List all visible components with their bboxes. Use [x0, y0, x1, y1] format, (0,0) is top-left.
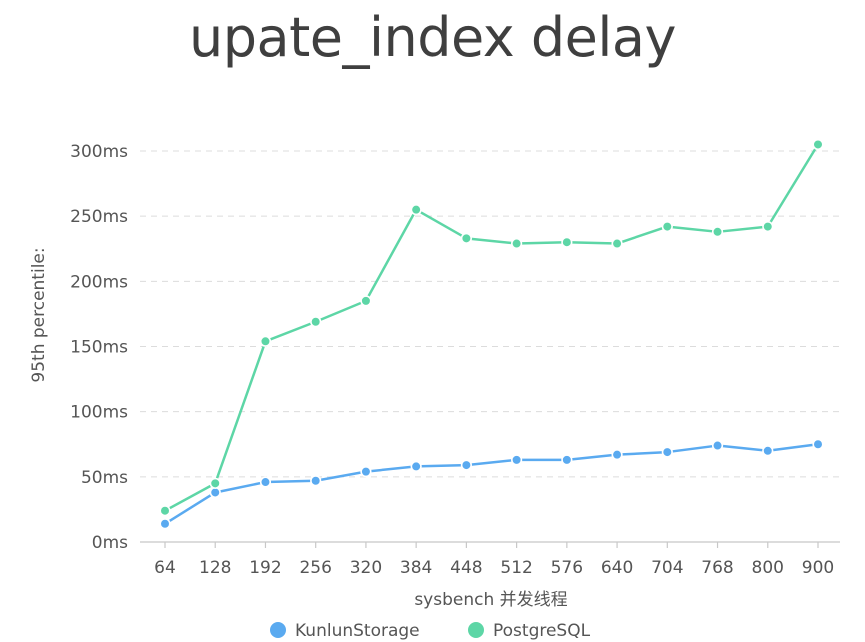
- legend-label: PostgreSQL: [493, 621, 591, 641]
- data-point: [762, 220, 774, 233]
- x-tick-label: 800: [752, 558, 784, 578]
- data-point: [711, 226, 724, 238]
- data-point: [310, 316, 322, 328]
- data-point: [360, 466, 372, 478]
- series-postgresql: [159, 138, 824, 517]
- x-axis-title: sysbench 并发线程: [414, 590, 567, 610]
- series-kunlunstorage: [159, 438, 824, 530]
- data-point: [661, 220, 673, 233]
- data-point: [259, 476, 272, 488]
- y-axis-title: 95th percentile:: [29, 247, 49, 382]
- data-point: [259, 335, 272, 347]
- x-tick-label: 128: [199, 558, 231, 578]
- data-point: [511, 237, 523, 250]
- data-point: [611, 237, 623, 250]
- x-tick-label: 192: [249, 558, 281, 578]
- chart-title: upate_index delay: [189, 6, 676, 69]
- data-point: [561, 236, 573, 248]
- axis-layer: 0ms 50ms 100ms 150ms 200ms 250ms 300ms 64 128 192…: [70, 142, 840, 578]
- data-point: [310, 475, 322, 487]
- legend: KunlunStorage PostgreSQL: [270, 621, 591, 641]
- legend-marker: [270, 622, 286, 638]
- x-tick-label: 768: [701, 558, 733, 578]
- x-tick-label: 576: [551, 558, 583, 578]
- y-tick-label: 300ms: [70, 142, 128, 162]
- data-point: [159, 518, 171, 530]
- data-point: [561, 454, 573, 466]
- x-tick-label: 384: [400, 558, 432, 578]
- data-point: [460, 459, 472, 471]
- data-point: [511, 454, 523, 466]
- x-tick-label: 704: [651, 558, 683, 578]
- legend-item: KunlunStorage: [270, 621, 420, 641]
- x-tick-label: 320: [350, 558, 382, 578]
- y-tick-label: 150ms: [70, 338, 128, 358]
- data-point: [812, 138, 824, 151]
- legend-marker: [468, 622, 484, 638]
- data-point: [812, 438, 824, 450]
- grid-layer: [140, 150, 840, 478]
- data-point: [209, 486, 221, 499]
- legend-item: PostgreSQL: [468, 621, 591, 641]
- y-tick-label: 100ms: [70, 403, 128, 423]
- data-point: [762, 445, 774, 457]
- y-tick-label: 0ms: [92, 533, 128, 553]
- data-point: [209, 477, 221, 489]
- data-point: [460, 232, 472, 244]
- x-tick-label: 64: [154, 558, 176, 578]
- x-tick-label: 640: [601, 558, 633, 578]
- data-point: [711, 439, 724, 452]
- y-tick-label: 200ms: [70, 272, 128, 292]
- data-point: [159, 505, 171, 517]
- y-tick-label: 50ms: [81, 468, 128, 488]
- data-point: [661, 446, 673, 458]
- x-tick-label: 512: [500, 558, 532, 578]
- series-line: [163, 443, 820, 526]
- x-tick-label: 256: [299, 558, 331, 578]
- data-point: [410, 204, 422, 216]
- y-tick-label: 250ms: [70, 207, 128, 227]
- data-point: [360, 295, 372, 307]
- data-point: [410, 460, 422, 473]
- x-tick-label: 900: [802, 558, 834, 578]
- x-tick-label: 448: [450, 558, 482, 578]
- series-line: [163, 143, 820, 512]
- series-layer: [159, 138, 824, 530]
- legend-label: KunlunStorage: [295, 621, 420, 641]
- data-point: [611, 449, 623, 461]
